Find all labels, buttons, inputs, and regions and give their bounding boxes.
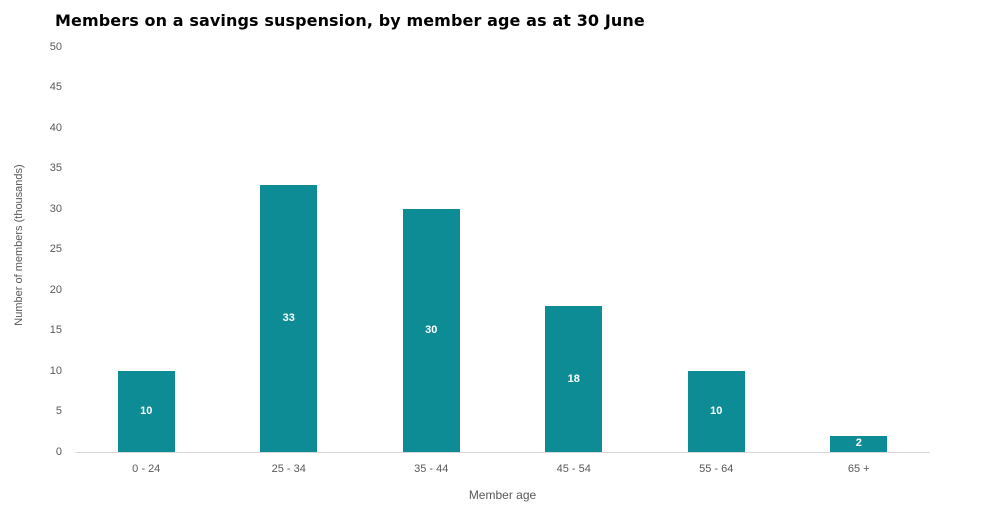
bar: 30 <box>402 209 460 452</box>
bar: 18 <box>545 306 603 452</box>
x-category-label: 45 - 54 <box>556 463 591 475</box>
chart-title: Members on a savings suspension, by memb… <box>55 11 645 30</box>
y-tick-label: 10 <box>49 364 62 377</box>
bar-value-label: 10 <box>140 405 153 417</box>
bar: 2 <box>830 435 888 452</box>
x-axis-title: Member age <box>468 488 537 502</box>
x-category-label: 65 + <box>847 463 870 475</box>
plot-area: 10 33 30 18 10 2 <box>75 47 930 453</box>
bar: 10 <box>117 371 175 452</box>
bar-value-label: 30 <box>425 324 438 336</box>
y-tick-label: 15 <box>49 324 62 336</box>
bar-value-label: 10 <box>710 405 723 417</box>
bar: 33 <box>260 184 318 452</box>
y-tick-label: 40 <box>49 121 62 134</box>
y-tick-label: 25 <box>49 243 62 255</box>
y-tick-label: 5 <box>55 405 62 417</box>
y-tick-label: 20 <box>49 283 62 296</box>
x-category-label: 35 - 44 <box>414 463 449 475</box>
y-axis-title: Number of members (thousands) <box>13 164 25 326</box>
y-tick-label: 0 <box>55 445 62 458</box>
y-tick-label: 35 <box>49 162 62 174</box>
x-category-label: 25 - 34 <box>271 463 306 475</box>
x-category-label: 55 - 64 <box>699 463 734 475</box>
bar-value-label: 33 <box>282 311 295 324</box>
y-tick-label: 30 <box>49 202 62 215</box>
y-tick-label: 45 <box>49 81 62 93</box>
bar-value-label: 18 <box>567 372 580 385</box>
x-category-label: 0 - 24 <box>132 463 161 475</box>
bar: 10 <box>687 371 745 452</box>
bar-value-label: 2 <box>855 437 862 450</box>
y-tick-label: 50 <box>49 40 62 53</box>
